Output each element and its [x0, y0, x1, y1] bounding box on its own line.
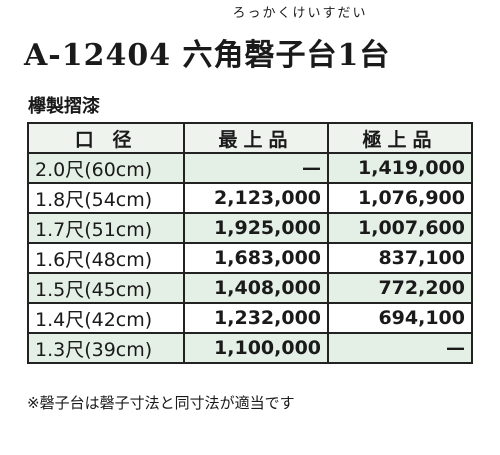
- table-row: 1.6尺(48cm) 1,683,000 837,100: [26, 242, 473, 274]
- size-cell: 1.3尺(39cm): [26, 332, 186, 364]
- table-row: 1.8尺(54cm) 2,123,000 1,076,900: [26, 182, 473, 214]
- column-header: 最上品: [183, 122, 330, 154]
- price-cell: 1,232,000: [183, 302, 330, 334]
- table-row: 2.0尺(60cm) —1,419,000: [26, 152, 473, 184]
- size-cell: 1.7尺(51cm): [26, 212, 186, 244]
- price-cell: 772,200: [327, 272, 473, 304]
- price-cell: 694,100: [327, 302, 473, 334]
- size-cell: 1.5尺(45cm): [26, 272, 186, 304]
- table-row: 1.4尺(42cm) 1,232,000 694,100: [26, 302, 473, 334]
- title: A-12404 六角磬子台1台: [24, 38, 391, 73]
- subtitle: 欅製摺漆: [28, 96, 100, 117]
- furigana: ろっかくけいすだい: [232, 6, 368, 21]
- price-cell: —: [183, 152, 330, 184]
- size-cell: 1.8尺(54cm): [26, 182, 186, 214]
- price-cell: 1,925,000: [183, 212, 330, 244]
- price-cell: 1,419,000: [327, 152, 473, 184]
- table-row: 1.5尺(45cm) 1,408,000 772,200: [26, 272, 473, 304]
- price-cell: 1,683,000: [183, 242, 330, 274]
- price-cell: 1,408,000: [183, 272, 330, 304]
- size-cell: 1.4尺(42cm): [26, 302, 186, 334]
- price-cell: —: [327, 332, 473, 364]
- table-row: 1.7尺(51cm) 1,925,000 1,007,600: [26, 212, 473, 244]
- footnote: ※磬子台は磬子寸法と同寸法が適当です: [27, 394, 295, 412]
- price-cell: 837,100: [327, 242, 473, 274]
- price-cell: 1,100,000: [183, 332, 330, 364]
- price-cell: 1,076,900: [327, 182, 473, 214]
- price-cell: 2,123,000: [183, 182, 330, 214]
- column-header: 口 径: [26, 122, 186, 154]
- table-row: 1.3尺(39cm) 1,100,000—: [26, 332, 473, 364]
- column-header: 極上品: [327, 122, 473, 154]
- size-cell: 1.6尺(48cm): [26, 242, 186, 274]
- size-cell: 2.0尺(60cm): [26, 152, 186, 184]
- price-table: 口 径最上品 極上品 2.0尺(60cm) —1,419,000 1.8尺(54cm) 2…: [26, 122, 473, 364]
- price-cell: 1,007,600: [327, 212, 473, 244]
